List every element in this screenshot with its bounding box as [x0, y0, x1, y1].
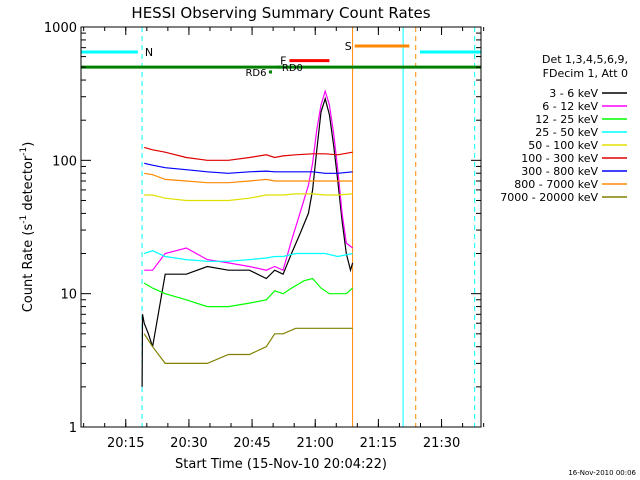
legend: Det 1,3,4,5,6,9, FDecim 1, Att 0 3 - 6 k… [500, 53, 628, 204]
series-line-5 [144, 146, 353, 161]
legend-label-0: 3 - 6 keV [549, 87, 598, 100]
series-line-1 [144, 89, 353, 272]
plot-frame [80, 26, 482, 428]
x-tick-label-2: 20:45 [233, 436, 270, 451]
x-tick-label-1: 20:30 [170, 436, 207, 451]
legend-header-line1: Det 1,3,4,5,6,9, [542, 53, 628, 66]
x-axis-label: Start Time (15-Nov-10 20:04:22) [175, 457, 387, 472]
marker-label-0: RD0 [282, 63, 303, 74]
series-line-3 [144, 250, 353, 262]
legend-label-8: 7000 - 20000 keV [500, 191, 598, 204]
legend-label-1: 6 - 12 keV [542, 100, 598, 113]
series-line-8 [143, 327, 353, 364]
flag-bar-label-2: S [345, 40, 352, 53]
y-tick-label-0: 1 [69, 421, 77, 436]
y-tick-label-1: 10 [60, 288, 77, 303]
series-line-6 [144, 162, 353, 174]
flag-bar-label-3: F [280, 55, 286, 68]
legend-label-3: 25 - 50 keV [535, 126, 598, 139]
marker-1 [268, 70, 272, 74]
marker-label-1: RD6 [245, 68, 266, 79]
legend-label-2: 12 - 25 keV [535, 113, 598, 126]
footer-date: 16-Nov-2010 00:06 [568, 469, 636, 477]
legend-label-4: 50 - 100 keV [528, 139, 598, 152]
series-line-2 [143, 277, 353, 308]
x-axis: 20:15 20:30 20:45 21:00 21:15 21:30 [83, 27, 485, 451]
y-axis: 1 10 100 1000 [44, 21, 481, 436]
series-line-0 [141, 96, 354, 387]
x-tick-label-0: 20:15 [107, 436, 144, 451]
legend-label-6: 300 - 800 keV [521, 165, 598, 178]
y-tick-label-3: 1000 [44, 21, 77, 36]
x-tick-label-3: 21:00 [296, 436, 333, 451]
y-axis-label: Count Rate (s-1 detector-1) [19, 142, 36, 313]
series-line-4 [144, 193, 353, 202]
x-tick-label-5: 21:30 [423, 436, 460, 451]
legend-header-line2: FDecim 1, Att 0 [543, 67, 628, 80]
legend-label-5: 100 - 300 keV [521, 152, 598, 165]
flag-bar-label-0: N [145, 46, 153, 59]
y-tick-label-2: 100 [52, 154, 77, 169]
series-line-7 [144, 172, 353, 184]
legend-label-7: 800 - 7000 keV [514, 178, 598, 191]
x-tick-label-4: 21:15 [360, 436, 397, 451]
chart-title: HESSI Observing Summary Count Rates [131, 4, 430, 22]
marker-0 [277, 65, 281, 69]
